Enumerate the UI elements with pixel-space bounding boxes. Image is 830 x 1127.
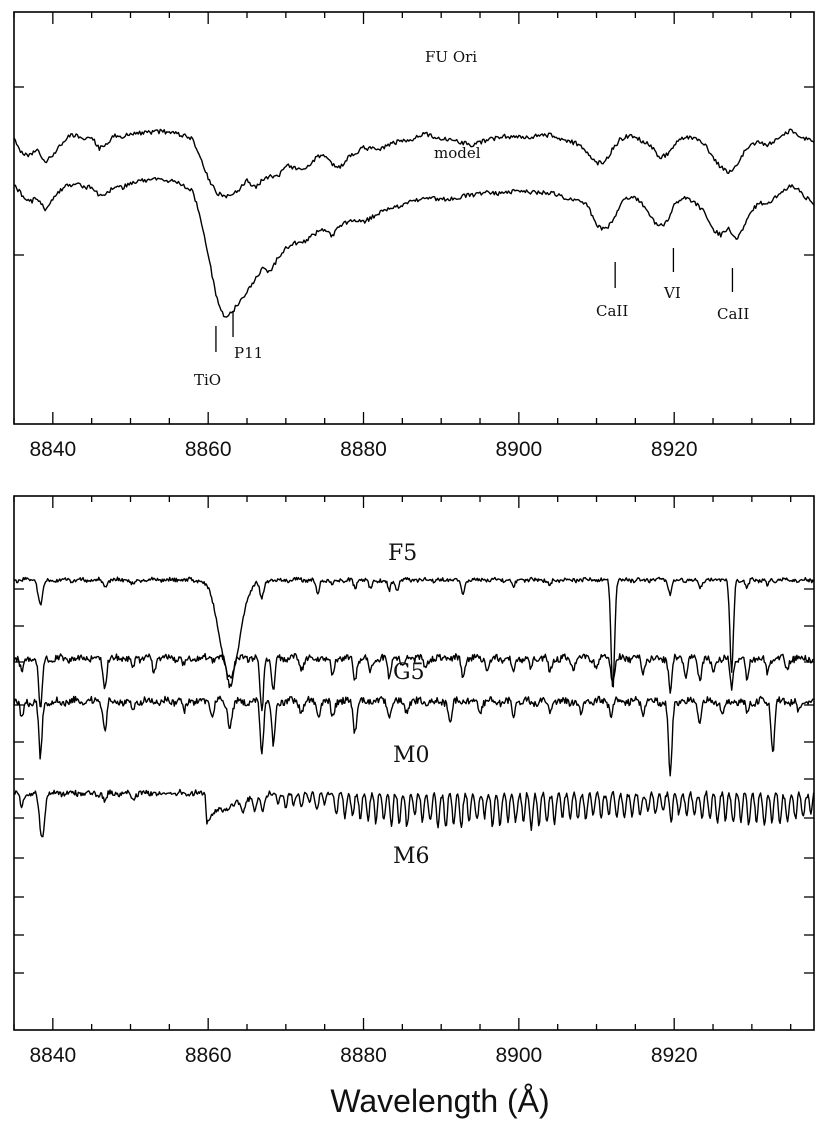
label-tio: TiO <box>194 371 221 389</box>
bottom-x-tick-label: 8840 <box>29 1044 76 1067</box>
label-model: model <box>434 144 481 162</box>
label-m0: M0 <box>393 743 430 768</box>
top-x-tick-label: 8920 <box>651 438 698 461</box>
top-x-tick-label: 8880 <box>340 438 387 461</box>
spectrum-g5 <box>13 652 814 712</box>
x-axis-label: Wavelength (Å) <box>330 1083 549 1119</box>
label-caii-2: CaII <box>717 305 749 323</box>
top-panel-line-ids <box>215 248 734 352</box>
top-panel-frame <box>13 11 815 425</box>
label-g5: G5 <box>393 660 425 685</box>
bottom-panel-ticks <box>13 496 814 1030</box>
label-caii-1: CaII <box>596 302 628 320</box>
label-vi: VI <box>663 284 681 302</box>
spectrum-m6 <box>13 788 815 838</box>
bottom-panel: 8840 8860 8880 8900 8920 F5 G5 M0 M6 <box>13 495 815 1067</box>
top-panel-series <box>13 128 815 318</box>
bottom-panel-series <box>13 576 815 838</box>
spectrum-model <box>13 176 815 318</box>
bottom-panel-tick-labels: 8840 8860 8880 8900 8920 <box>29 1044 697 1067</box>
label-f5: F5 <box>388 541 417 566</box>
spectrum-f5 <box>13 576 815 688</box>
bottom-panel-frame <box>13 495 815 1031</box>
bottom-x-tick-label: 8920 <box>651 1044 698 1067</box>
bottom-x-tick-label: 8880 <box>340 1044 387 1067</box>
label-p11: P11 <box>234 344 263 362</box>
spectrum-m0 <box>13 695 814 777</box>
bottom-x-tick-label: 8860 <box>185 1044 232 1067</box>
spectrum-fu-ori <box>13 128 815 199</box>
label-m6: M6 <box>393 844 430 869</box>
label-fu-ori: FU Ori <box>425 48 477 66</box>
bottom-x-tick-label: 8900 <box>495 1044 542 1067</box>
top-panel-tick-labels: 8840 8860 8880 8900 8920 <box>29 438 697 461</box>
top-x-tick-label: 8840 <box>29 438 76 461</box>
top-panel: 8840 8860 8880 8900 8920 FU Ori model TiO P1… <box>13 11 815 461</box>
top-x-tick-label: 8900 <box>495 438 542 461</box>
top-panel-ticks <box>13 12 814 424</box>
top-x-tick-label: 8860 <box>185 438 232 461</box>
